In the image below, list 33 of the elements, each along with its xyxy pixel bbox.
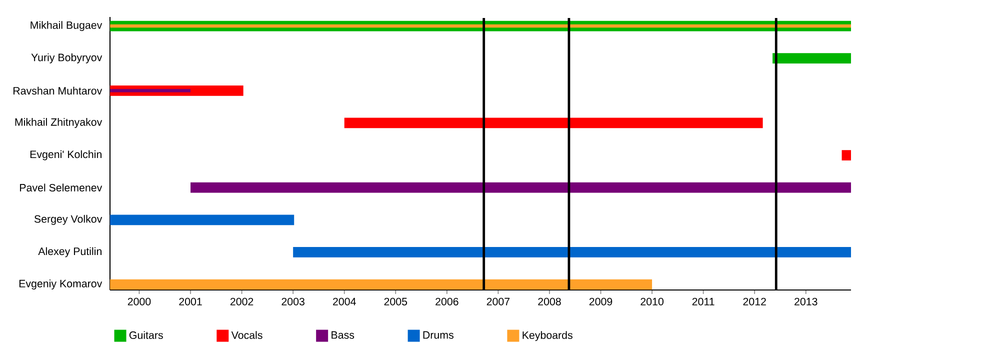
y-tick-label: Yuriy Bobyryov xyxy=(31,53,102,64)
y-tick-label: Pavel Selemenev xyxy=(20,184,102,192)
y-tick-label: Alexey Putilin xyxy=(38,247,102,258)
x-tick-label: 2002 xyxy=(230,298,254,306)
x-tick-label: 2001 xyxy=(179,298,202,306)
bar xyxy=(842,150,852,160)
x-tick-label: 2009 xyxy=(589,298,612,306)
y-tick-label: Evgeniy Komarov xyxy=(19,280,102,290)
y-tick-label: Ravshan Muhtarov xyxy=(14,86,102,95)
y-tick-label: Evgeni' Kolchin xyxy=(30,150,102,160)
x-tick-label: 2010 xyxy=(640,298,664,306)
x-tick-label: 2000 xyxy=(128,298,151,306)
legend-label: Bass xyxy=(332,331,354,339)
x-tick-label: 2003 xyxy=(282,298,304,306)
x-tick-label: 2006 xyxy=(436,298,458,306)
y-tick-label: Mikhail Zhitnyakov xyxy=(15,118,102,128)
x-tick-label: 2004 xyxy=(333,298,356,306)
legend-label: Vocals xyxy=(231,331,262,339)
bar xyxy=(772,53,852,64)
legend-label: Keyboards xyxy=(522,331,572,342)
bar xyxy=(110,214,294,226)
x-tick-label: 2011 xyxy=(692,298,714,306)
y-tick-label: Sergey Volkov xyxy=(34,214,102,225)
x-tick-label: 2005 xyxy=(384,298,408,306)
bar xyxy=(344,118,763,128)
x-tick-label: 2012 xyxy=(743,298,766,306)
bar xyxy=(293,247,852,258)
legend-label: Drums xyxy=(423,331,454,339)
legend-label: Guitars xyxy=(129,331,163,339)
x-tick-label: 2013 xyxy=(794,298,818,306)
y-tick-label: Mikhail Bugaev xyxy=(30,21,102,32)
x-tick-label: 2008 xyxy=(538,298,561,306)
x-tick-label: 2007 xyxy=(486,298,510,306)
